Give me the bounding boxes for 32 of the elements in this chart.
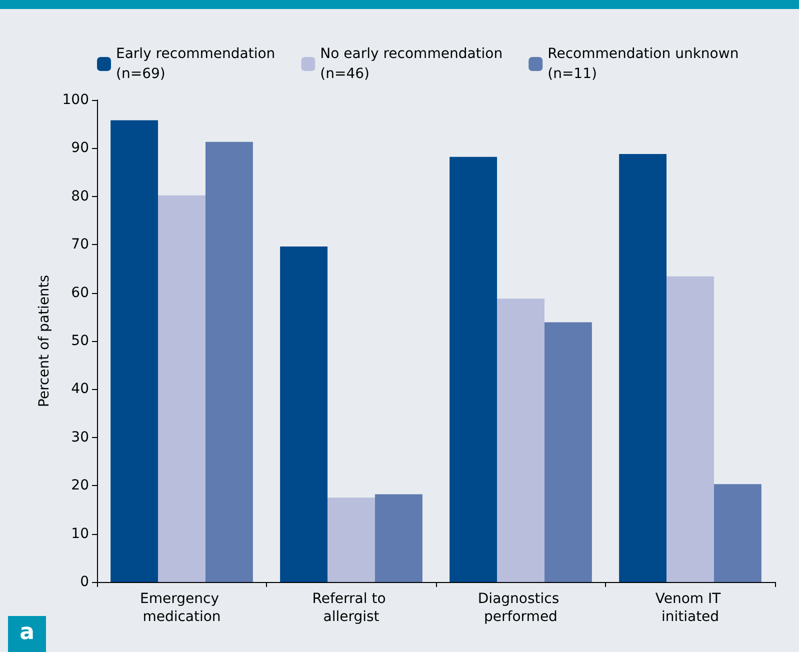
y-tick-label: 70 bbox=[71, 236, 89, 253]
bar bbox=[328, 498, 375, 582]
bar bbox=[544, 322, 592, 582]
y-tick-label: 60 bbox=[71, 284, 89, 301]
bar bbox=[497, 298, 544, 582]
bar bbox=[158, 195, 206, 582]
y-tick-label: 80 bbox=[71, 188, 89, 204]
y-tick-label: 40 bbox=[71, 381, 89, 398]
y-tick-label: 50 bbox=[71, 333, 89, 349]
legend-label: Recommendation unknown (n=11) bbox=[548, 46, 739, 82]
bar bbox=[374, 494, 422, 582]
bar bbox=[450, 156, 498, 582]
bar bbox=[110, 120, 158, 582]
x-tick-label: Referral to allergist bbox=[312, 591, 390, 625]
bar bbox=[280, 246, 328, 582]
y-tick-label: 0 bbox=[80, 574, 89, 590]
y-tick-label: 90 bbox=[71, 140, 89, 156]
x-tick-label: Emergency medication bbox=[140, 591, 224, 625]
legend-label: Early recommendation (n=69) bbox=[116, 46, 276, 82]
y-axis-title: Percent of patients bbox=[36, 274, 52, 408]
y-tick-label: 100 bbox=[62, 92, 89, 108]
bar bbox=[205, 142, 253, 582]
bar bbox=[714, 484, 762, 582]
text: a bbox=[8, 616, 46, 652]
bar bbox=[619, 154, 667, 582]
y-tick-label: 20 bbox=[71, 478, 89, 494]
x-tick-label: Venom IT initiated bbox=[655, 591, 726, 625]
x-tick-label: Diagnostics performed bbox=[478, 591, 564, 625]
y-tick-label: 30 bbox=[71, 429, 89, 446]
y-tick-label: 10 bbox=[71, 526, 89, 542]
bar bbox=[666, 276, 714, 582]
legend-label: No early recommendation (n=46) bbox=[320, 46, 503, 82]
